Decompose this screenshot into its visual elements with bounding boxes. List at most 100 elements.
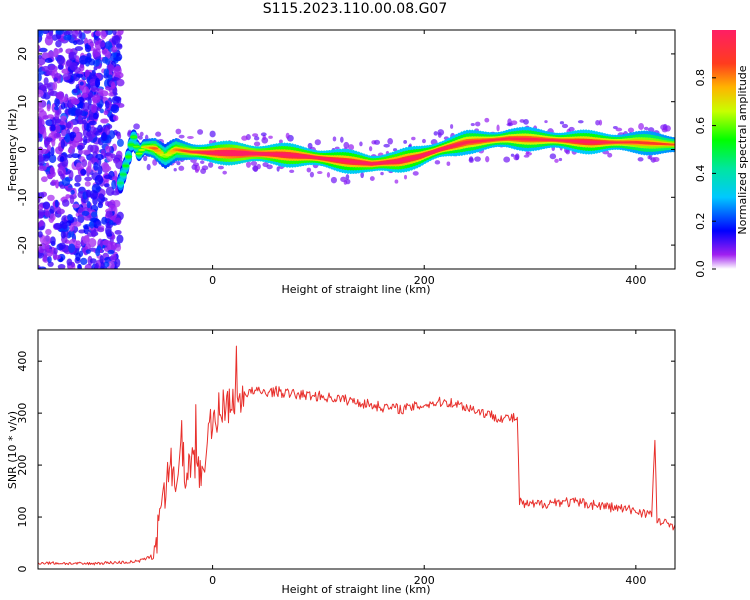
noise-speckle (54, 199, 59, 208)
ridge-cell (132, 145, 141, 148)
noise-speckle (46, 144, 52, 152)
noise-speckle (49, 212, 56, 221)
noise-speckle (85, 165, 92, 173)
noise-speckle (50, 146, 55, 156)
noise-speckle (69, 195, 75, 204)
ridge-halo-speckle (133, 123, 140, 130)
ridge-cell (669, 143, 675, 146)
noise-speckle (73, 221, 82, 227)
ridge-cell (135, 152, 143, 155)
ridge-halo-speckle (595, 119, 600, 126)
noise-speckle (113, 65, 122, 76)
noise-speckle (106, 124, 113, 130)
noise-speckle (76, 132, 81, 139)
noise-speckle (79, 55, 89, 65)
ridge-halo-speckle (559, 121, 565, 125)
ridge-cell (138, 149, 146, 151)
noise-speckle (47, 256, 52, 264)
colorbar-tick-label: 0.2 (694, 212, 707, 230)
noise-speckle (57, 264, 66, 269)
noise-speckle (61, 177, 71, 187)
colorbar-tick-label: 0.6 (694, 117, 707, 135)
y-tick-label: 20 (16, 47, 29, 61)
noise-speckle (110, 153, 116, 159)
noise-speckle (60, 230, 66, 239)
noise-speckle (69, 62, 78, 71)
ridge-halo-speckle (412, 171, 419, 176)
colorbar-tick-label: 0.0 (694, 260, 707, 278)
noise-speckle (106, 166, 112, 172)
ridge-cell (122, 164, 130, 167)
noise-speckle (40, 148, 49, 155)
ridge-halo-speckle (373, 139, 381, 145)
ridge-halo-speckle (496, 124, 500, 132)
ridge-halo-speckle (638, 122, 645, 130)
noise-speckle (90, 211, 98, 218)
noise-speckle (103, 68, 110, 76)
ridge-halo-speckle (359, 141, 363, 147)
ridge-halo-speckle (450, 124, 454, 129)
noise-speckle (111, 46, 118, 53)
noise-speckle (54, 119, 62, 124)
noise-speckle (66, 258, 73, 266)
ridge-halo-speckle (138, 135, 143, 140)
ridge-halo-speckle (392, 148, 398, 152)
ridge-halo-speckle (433, 131, 438, 136)
frequency-ridge (116, 117, 675, 194)
noise-speckle (116, 138, 124, 147)
noise-speckle (46, 173, 54, 179)
colorbar-tick-label: 0.8 (694, 69, 707, 87)
ridge-halo-speckle (627, 127, 635, 133)
x-tick-label: 0 (209, 274, 216, 287)
noise-speckle (90, 126, 97, 134)
ridge-cell (153, 149, 162, 152)
noise-speckle (48, 31, 54, 37)
ridge-halo-speckle (146, 163, 151, 171)
top-x-ticks: 0 200 400 (209, 30, 646, 287)
noise-speckle (55, 124, 61, 133)
spectrogram-plot: 0 200 400 -20 -10 0 10 20 Height of straight l… (6, 29, 676, 296)
noise-speckle (104, 145, 111, 153)
noise-speckle (72, 30, 79, 39)
noise-speckle (82, 102, 90, 112)
noise-speckle (60, 102, 66, 110)
noise-speckle (94, 30, 102, 37)
snr-plot: 0 200 400 0 100 200 300 400 Height of straight… (6, 329, 676, 596)
noise-speckle (97, 202, 103, 209)
ridge-halo-speckle (468, 156, 474, 162)
ridge-halo-speckle (503, 156, 511, 163)
noise-speckle (100, 261, 105, 269)
ridge-halo-speckle (515, 153, 520, 161)
noise-speckle (73, 88, 78, 94)
y-tick-label: 0 (16, 146, 29, 153)
noise-speckle (42, 254, 48, 262)
ridge-halo-speckle (334, 146, 340, 150)
ridge-halo-speckle (256, 163, 261, 170)
ridge-halo-speckle (577, 120, 584, 124)
ridge-halo-speckle (330, 176, 337, 184)
noise-speckle (67, 214, 74, 221)
noise-speckle (38, 155, 44, 163)
noise-speckle (116, 43, 123, 50)
noise-speckle (86, 201, 91, 209)
noise-speckle (107, 260, 115, 269)
ridge-halo-speckle (470, 122, 475, 127)
noise-speckle (43, 77, 49, 86)
ridge-halo-speckle (332, 136, 337, 142)
noise-speckle (38, 204, 44, 211)
ridge-halo-speckle (200, 160, 205, 164)
ridge-halo-speckle (403, 140, 408, 144)
noise-speckle (86, 122, 91, 133)
ridge-halo-speckle (173, 168, 177, 172)
ridge-halo-speckle (568, 126, 575, 132)
noise-speckle (66, 153, 73, 159)
ridge-halo-speckle (360, 171, 364, 179)
ridge-halo-speckle (217, 165, 224, 170)
x-tick-label: 200 (414, 274, 435, 287)
noise-speckle (55, 40, 62, 48)
ridge-halo-speckle (143, 155, 148, 162)
noise-speckle (48, 154, 57, 163)
noise-speckle (49, 236, 56, 245)
noise-speckle (55, 48, 61, 54)
